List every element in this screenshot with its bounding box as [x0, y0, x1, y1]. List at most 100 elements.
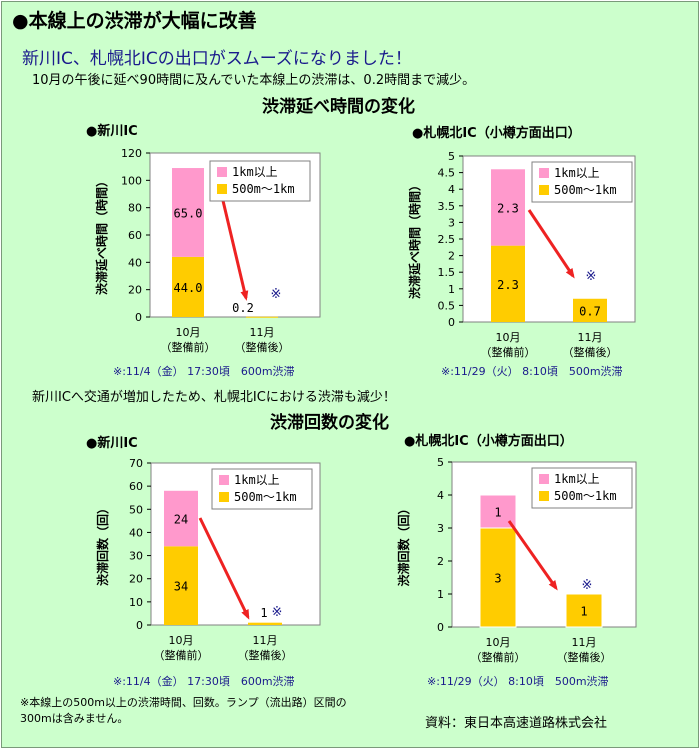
y-tick-label: 3.5	[438, 200, 456, 213]
legend-swatch	[539, 185, 549, 195]
legend-label: 1km以上	[234, 473, 280, 487]
y-axis-title: 渋滞延べ時間（時間）	[407, 179, 422, 299]
panel-title: ●札幌北IC（小樽方面出口）	[412, 126, 581, 141]
note-mark: ※	[586, 269, 597, 284]
panel-footnote: ※:11/4（金） 17:30頃 600m渋滞	[113, 365, 295, 378]
data-label: 44.0	[174, 281, 203, 295]
y-tick-label: 4	[448, 183, 455, 196]
x-tick-label: （整備後）	[557, 650, 612, 664]
description: 10月の午後に延べ90時間に及んでいた本線上の渋滞は、0.2時間まで減少。	[32, 73, 476, 88]
source-credit: 資料：東日本高速道路株式会社	[425, 716, 608, 731]
y-tick-label: 1	[448, 283, 455, 296]
legend-swatch	[217, 167, 227, 177]
legend-label: 1km以上	[232, 165, 278, 179]
y-tick-label: 2	[437, 555, 444, 568]
x-tick-label: （整備前）	[161, 340, 216, 354]
x-tick-label: （整備後）	[563, 345, 618, 359]
panel-footnote: ※:11/29（火） 8:10頃 500m渋滞	[441, 365, 623, 378]
footnote: ※本線上の500m以上の渋滞時間、回数。ランプ（流出路）区間の300mは含みませ…	[20, 696, 347, 725]
bar-segment	[164, 546, 198, 625]
y-tick-label: 0	[135, 311, 142, 324]
legend-label: 1km以上	[554, 166, 600, 180]
bar-segment	[479, 527, 517, 628]
data-label: 0.7	[579, 304, 601, 318]
data-label: 1	[580, 605, 587, 619]
y-tick-label: 70	[129, 457, 143, 470]
y-tick-label: 20	[129, 573, 143, 586]
x-tick-label: （整備後）	[238, 648, 293, 662]
note-mark: ※	[272, 605, 283, 620]
x-tick-label: 10月	[169, 634, 194, 647]
data-label: 2.3	[497, 201, 519, 215]
y-tick-label: 80	[128, 202, 142, 215]
y-tick-label: 40	[128, 256, 142, 269]
y-tick-label: 20	[128, 284, 142, 297]
x-tick-label: （整備前）	[154, 648, 209, 662]
legend-label: 1km以上	[554, 472, 600, 486]
bar-segment	[573, 298, 607, 322]
bar-segment	[248, 622, 282, 625]
y-tick-label: 10	[129, 596, 143, 609]
bar-segment	[172, 168, 204, 257]
y-tick-label: 0	[448, 316, 455, 329]
y-tick-label: 120	[121, 147, 142, 160]
panel-title: ●札幌北IC（小樽方面出口）	[404, 434, 573, 449]
legend-swatch	[539, 474, 549, 484]
total-label: 1	[260, 606, 267, 620]
x-tick-label: 10月	[486, 636, 511, 649]
data-label: 34	[174, 580, 188, 594]
bar-segment	[491, 169, 525, 246]
panel-footnote: ※:11/29（火） 8:10頃 500m渋滞	[427, 675, 609, 688]
legend-label: 500m〜1km	[554, 183, 617, 197]
y-tick-label: 5	[448, 150, 455, 163]
legend-label: 500m〜1km	[232, 182, 295, 196]
legend-swatch	[539, 168, 549, 178]
y-axis-title: 渋滞回数（回）	[396, 502, 411, 586]
data-label: 3	[494, 572, 501, 586]
bar-segment	[565, 593, 603, 628]
y-tick-label: 1.5	[438, 266, 456, 279]
y-tick-label: 60	[129, 480, 143, 493]
x-tick-label: （整備前）	[471, 650, 526, 664]
total-label: 0.2	[232, 301, 254, 315]
x-tick-label: 11月	[253, 634, 278, 647]
x-tick-label: 11月	[250, 326, 275, 339]
bar-segment	[172, 256, 204, 317]
bar-segment	[164, 490, 198, 547]
legend-swatch	[219, 492, 229, 502]
legend-swatch	[217, 184, 227, 194]
y-tick-label: 5	[437, 456, 444, 469]
y-tick-label: 0	[437, 621, 444, 634]
decrease-arrow	[198, 517, 250, 620]
y-tick-label: 100	[121, 174, 142, 187]
y-tick-label: 60	[128, 229, 142, 242]
section-title-count: 渋滞回数の変化	[270, 413, 389, 433]
decrease-arrow	[507, 520, 558, 591]
y-tick-label: 0	[136, 619, 143, 632]
legend-swatch	[219, 475, 229, 485]
data-label: 1	[494, 506, 501, 520]
legend-label: 500m〜1km	[554, 489, 617, 503]
note-mark: ※	[582, 578, 593, 593]
panel-title: ●新川IC	[86, 124, 138, 139]
x-tick-label: （整備後）	[235, 340, 290, 354]
y-tick-label: 4	[437, 489, 444, 502]
y-tick-label: 2	[448, 250, 455, 263]
legend-swatch	[539, 491, 549, 501]
x-tick-label: 11月	[578, 331, 603, 344]
data-label: 65.0	[174, 206, 203, 220]
middle-text: 新川ICへ交通が増加したため、札幌北ICにおける渋滞も減少！	[32, 390, 396, 405]
y-tick-label: 30	[129, 550, 143, 563]
y-tick-label: 0.5	[438, 299, 456, 312]
data-label: 2.3	[497, 278, 519, 292]
panel-footnote: ※:11/4（金） 17:30頃 600m渋滞	[113, 675, 295, 688]
headline: ●本線上の渋滞が大幅に改善	[12, 10, 257, 32]
bar-segment	[246, 316, 278, 318]
section-title-duration: 渋滞延べ時間の変化	[262, 97, 415, 117]
y-axis-title: 渋滞回数（回）	[95, 502, 110, 586]
x-tick-label: （整備前）	[481, 345, 536, 359]
